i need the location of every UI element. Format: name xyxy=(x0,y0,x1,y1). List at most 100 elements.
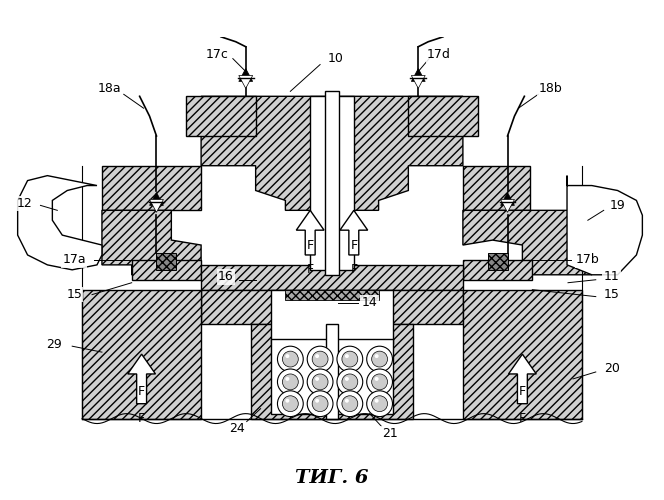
Circle shape xyxy=(345,398,349,402)
Text: F: F xyxy=(350,238,357,252)
Circle shape xyxy=(337,346,363,372)
Circle shape xyxy=(278,391,303,416)
Polygon shape xyxy=(509,354,537,404)
Circle shape xyxy=(307,346,333,372)
Polygon shape xyxy=(463,210,592,275)
Circle shape xyxy=(315,377,319,381)
Circle shape xyxy=(312,396,328,411)
Polygon shape xyxy=(186,96,256,136)
Text: 10: 10 xyxy=(328,52,344,65)
Circle shape xyxy=(307,369,333,395)
Polygon shape xyxy=(487,253,507,270)
Circle shape xyxy=(282,351,298,367)
Polygon shape xyxy=(201,96,332,210)
Polygon shape xyxy=(201,290,463,344)
Polygon shape xyxy=(102,166,201,210)
Polygon shape xyxy=(501,192,515,205)
Bar xyxy=(310,96,354,270)
Circle shape xyxy=(337,391,363,416)
Text: F: F xyxy=(138,412,145,425)
Polygon shape xyxy=(239,68,253,82)
Text: 18b: 18b xyxy=(539,82,562,95)
Polygon shape xyxy=(340,210,368,255)
Polygon shape xyxy=(201,265,463,289)
Circle shape xyxy=(312,351,328,367)
Text: 24: 24 xyxy=(229,422,244,435)
Circle shape xyxy=(345,354,349,358)
Text: 14: 14 xyxy=(362,296,378,309)
Text: 15: 15 xyxy=(604,288,620,301)
Text: 18a: 18a xyxy=(98,82,122,95)
Text: ΤИГ. 6: ΤИГ. 6 xyxy=(295,469,369,487)
Polygon shape xyxy=(501,200,515,212)
Polygon shape xyxy=(102,210,201,275)
Polygon shape xyxy=(286,290,378,300)
Polygon shape xyxy=(411,76,425,88)
Polygon shape xyxy=(82,290,201,418)
Circle shape xyxy=(367,391,392,416)
Circle shape xyxy=(278,369,303,395)
Polygon shape xyxy=(149,192,163,205)
Text: 12: 12 xyxy=(17,197,33,210)
Polygon shape xyxy=(127,354,155,404)
Text: 17a: 17a xyxy=(62,254,86,266)
Circle shape xyxy=(307,391,333,416)
Circle shape xyxy=(374,398,378,402)
Circle shape xyxy=(342,351,358,367)
Polygon shape xyxy=(408,96,478,136)
Polygon shape xyxy=(567,176,642,275)
Text: F: F xyxy=(138,386,145,398)
Polygon shape xyxy=(296,210,324,255)
Circle shape xyxy=(315,354,319,358)
Circle shape xyxy=(315,398,319,402)
Polygon shape xyxy=(463,166,531,210)
Text: 19: 19 xyxy=(610,199,625,212)
Bar xyxy=(270,339,394,413)
Circle shape xyxy=(367,346,392,372)
Bar xyxy=(325,92,339,275)
Circle shape xyxy=(374,377,378,381)
Circle shape xyxy=(286,377,290,381)
Circle shape xyxy=(372,396,388,411)
Polygon shape xyxy=(239,76,253,88)
Circle shape xyxy=(342,374,358,390)
Text: 17d: 17d xyxy=(427,48,451,61)
Circle shape xyxy=(312,374,328,390)
Text: 11: 11 xyxy=(604,270,620,283)
Text: 15: 15 xyxy=(66,288,82,301)
Circle shape xyxy=(345,377,349,381)
Polygon shape xyxy=(411,68,425,82)
Circle shape xyxy=(286,354,290,358)
Circle shape xyxy=(278,346,303,372)
Text: F: F xyxy=(350,264,357,276)
Polygon shape xyxy=(463,260,533,280)
Text: 17b: 17b xyxy=(576,254,600,266)
Text: F: F xyxy=(307,238,314,252)
Text: F: F xyxy=(519,386,526,398)
Bar xyxy=(270,290,394,344)
Text: 17c: 17c xyxy=(206,48,228,61)
Circle shape xyxy=(342,396,358,411)
Circle shape xyxy=(282,396,298,411)
Polygon shape xyxy=(332,96,463,210)
Circle shape xyxy=(286,398,290,402)
Polygon shape xyxy=(463,290,582,418)
Text: 21: 21 xyxy=(382,427,397,440)
Circle shape xyxy=(282,374,298,390)
Circle shape xyxy=(374,354,378,358)
Polygon shape xyxy=(149,200,163,212)
Text: 20: 20 xyxy=(604,362,620,376)
Text: F: F xyxy=(307,264,314,276)
Polygon shape xyxy=(131,260,201,280)
Polygon shape xyxy=(157,253,177,270)
Circle shape xyxy=(372,374,388,390)
Circle shape xyxy=(367,369,392,395)
Polygon shape xyxy=(251,324,413,418)
Text: F: F xyxy=(519,412,526,425)
Circle shape xyxy=(372,351,388,367)
Text: 29: 29 xyxy=(46,338,62,350)
Text: 16: 16 xyxy=(218,270,234,283)
Bar xyxy=(326,324,338,418)
Polygon shape xyxy=(18,176,102,270)
Circle shape xyxy=(337,369,363,395)
